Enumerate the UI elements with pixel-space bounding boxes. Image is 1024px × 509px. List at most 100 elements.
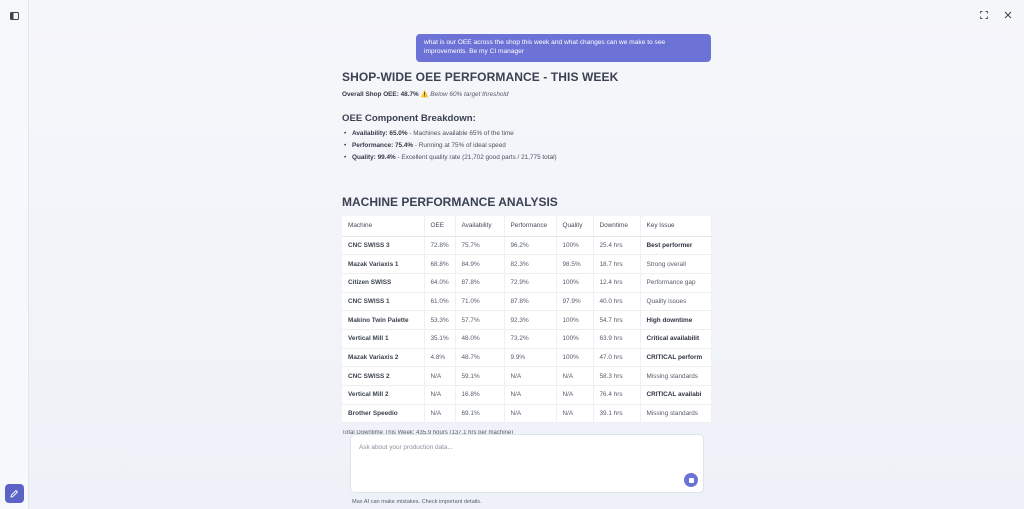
table-cell: 84.9% (455, 254, 505, 274)
assistant-report: SHOP-WIDE OEE PERFORMANCE - THIS WEEK Ov… (342, 70, 712, 164)
machine-name-cell: Makino Twin Palette (342, 310, 425, 330)
column-header: Performance (504, 216, 557, 237)
chat-input-box[interactable]: Ask about your production data... (350, 434, 704, 493)
table-cell: 73.2% (504, 329, 557, 349)
column-header: Downtime (593, 216, 641, 237)
chat-input-placeholder[interactable]: Ask about your production data... (359, 444, 453, 451)
table-cell: 61.0% (424, 292, 456, 312)
machine-name-cell: Mazak Variaxis 2 (342, 348, 425, 368)
new-chat-button[interactable] (5, 484, 24, 503)
table-cell: 96.2% (504, 236, 557, 256)
table-cell: 98.5% (556, 254, 594, 274)
table-cell: Missing standards (640, 366, 712, 386)
table-cell: 87.8% (504, 292, 557, 312)
table-cell: 4.8% (424, 348, 456, 368)
table-cell: 63.9 hrs (593, 329, 641, 349)
machine-name-cell: Citizen SWISS (342, 273, 425, 293)
expand-icon[interactable] (978, 9, 990, 21)
table-cell: 97.9% (556, 292, 594, 312)
overall-oee-label: Overall Shop OEE: 48.7% (342, 91, 419, 98)
table-row: Mazak Variaxis 2 4.8% 48.7% 9.9% 100% 47.0 hr… (342, 348, 712, 368)
table-cell: 48.0% (455, 329, 505, 349)
table-row: Makino Twin Palette 53.3% 57.7% 92.3% 100% 54… (342, 310, 712, 330)
table-cell: 100% (556, 310, 594, 330)
table-row: Mazak Variaxis 1 68.8% 84.9% 82.3% 98.5% 18.7… (342, 254, 712, 274)
total-downtime-text: Total Downtime This Week: 435.9 hours (1… (342, 430, 514, 434)
table-cell: 100% (556, 273, 594, 293)
table-row: Vertical Mill 1 35.1% 48.0% 73.2% 100% 63.9 h… (342, 329, 712, 349)
column-header: OEE (424, 216, 456, 237)
table-header-row: Machine OEE Availability Performance Qua… (342, 216, 712, 237)
overall-oee-note: Below 60% target threshold (430, 91, 509, 98)
table-row: CNC SWISS 3 72.8% 75.7% 96.2% 100% 25.4 hrs Be… (342, 236, 712, 256)
sidebar-toggle-icon[interactable] (8, 10, 20, 22)
column-header: Machine (342, 216, 425, 237)
table-cell: N/A (424, 404, 456, 424)
table-cell: 12.4 hrs (593, 273, 641, 293)
table-cell: 25.4 hrs (593, 236, 641, 256)
table-cell: 92.3% (504, 310, 557, 330)
machine-name-cell: Vertical Mill 1 (342, 329, 425, 349)
list-item: Quality: 99.4% - Excellent quality rate … (342, 152, 712, 164)
table-cell: 68.8% (424, 254, 456, 274)
table-cell: 9.9% (504, 348, 557, 368)
table-body: CNC SWISS 3 72.8% 75.7% 96.2% 100% 25.4 hrs Be… (342, 236, 712, 424)
report-title: SHOP-WIDE OEE PERFORMANCE - THIS WEEK (342, 70, 619, 84)
column-header: Key Issue (640, 216, 712, 237)
machine-analysis-title: MACHINE PERFORMANCE ANALYSIS (342, 195, 558, 209)
table-cell: N/A (556, 404, 594, 424)
table-cell: High downtime (640, 310, 712, 330)
machine-name-cell: CNC SWISS 3 (342, 236, 425, 256)
machine-name-cell: Mazak Variaxis 1 (342, 254, 425, 274)
table-cell: Performance gap (640, 273, 712, 293)
table-cell: 76.4 hrs (593, 385, 641, 405)
column-header: Availability (455, 216, 505, 237)
table-cell: 82.3% (504, 254, 557, 274)
overall-oee: Overall Shop OEE: 48.7% ⚠️ Below 60% tar… (342, 90, 712, 98)
table-cell: CRITICAL perform (640, 348, 712, 368)
table-row: Brother Speedio N/A 69.1% N/A N/A 39.1 hrs Mis… (342, 404, 712, 424)
table-cell: Quality issues (640, 292, 712, 312)
column-header: Quality (556, 216, 594, 237)
table-cell: 59.1% (455, 366, 505, 386)
table-cell: N/A (556, 385, 594, 405)
table-row: CNC SWISS 1 61.0% 71.0% 87.8% 97.9% 40.0 hrs Q… (342, 292, 712, 312)
table-row: CNC SWISS 2 N/A 59.1% N/A N/A 58.3 hrs Missing… (342, 366, 712, 386)
list-item: Availability: 65.0% - Machines available… (342, 128, 712, 140)
table-cell: 72.9% (504, 273, 557, 293)
list-item: Performance: 75.4% - Running at 75% of i… (342, 140, 712, 152)
table-cell: 35.1% (424, 329, 456, 349)
pencil-icon (10, 489, 19, 498)
table-cell: 87.8% (455, 273, 505, 293)
table-cell: 53.3% (424, 310, 456, 330)
table-cell: N/A (504, 404, 557, 424)
machine-performance-table: Machine OEE Availability Performance Qua… (342, 216, 712, 424)
disclaimer-text: Max AI can make mistakes. Check importan… (352, 499, 482, 505)
table-cell: 71.0% (455, 292, 505, 312)
table-cell: 100% (556, 329, 594, 349)
table-cell: N/A (424, 366, 456, 386)
table-cell: 54.7 hrs (593, 310, 641, 330)
machine-name-cell: Vertical Mill 2 (342, 385, 425, 405)
table-cell: 64.0% (424, 273, 456, 293)
stop-button[interactable] (684, 473, 698, 487)
table-cell: 100% (556, 348, 594, 368)
table-cell: Strong overall (640, 254, 712, 274)
table-cell: 75.7% (455, 236, 505, 256)
table-cell: 69.1% (455, 404, 505, 424)
table-cell: N/A (424, 385, 456, 405)
table-cell: 57.7% (455, 310, 505, 330)
table-cell: Missing standards (640, 404, 712, 424)
table-cell: 18.7 hrs (593, 254, 641, 274)
window-controls (978, 9, 1014, 21)
table-cell: N/A (504, 366, 557, 386)
close-icon[interactable] (1002, 9, 1014, 21)
table-cell: CRITICAL availabi (640, 385, 712, 405)
table-row: Vertical Mill 2 N/A 16.8% N/A N/A 76.4 hrs CRI… (342, 385, 712, 405)
table-cell: 39.1 hrs (593, 404, 641, 424)
table-cell: 72.8% (424, 236, 456, 256)
table-cell: 40.0 hrs (593, 292, 641, 312)
table-row: Citizen SWISS 64.0% 87.8% 72.9% 100% 12.4 hrs… (342, 273, 712, 293)
table-cell: Best performer (640, 236, 712, 256)
table-cell: 58.3 hrs (593, 366, 641, 386)
